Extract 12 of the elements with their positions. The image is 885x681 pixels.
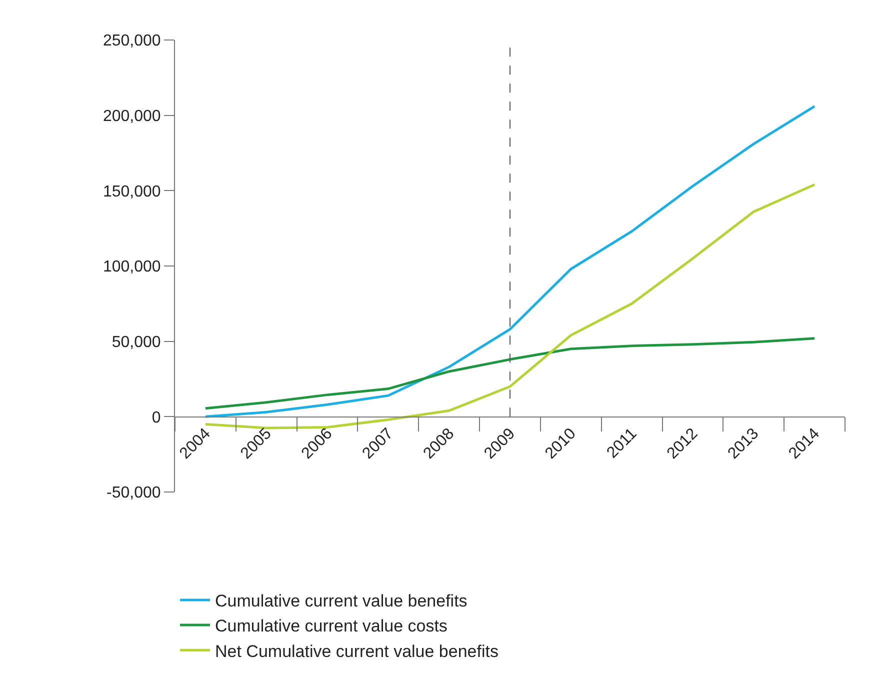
y-tick-label: 0 <box>152 409 161 426</box>
y-tick-label: 200,000 <box>102 108 161 125</box>
line-series <box>204 337 816 410</box>
legend-label: Cumulative current value benefits <box>215 592 468 611</box>
line-series <box>204 105 816 418</box>
y-tick-label: 100,000 <box>102 258 161 276</box>
legend-label: Cumulative current value costs <box>215 616 448 636</box>
y-tick-label: -50,000 <box>106 484 161 502</box>
y-tick-label: 150,000 <box>102 183 161 200</box>
y-tick-label: 50,000 <box>112 334 161 351</box>
y-tick-label: 250,000 <box>102 32 161 50</box>
legend-label: Net Cumulative current value benefits <box>215 642 498 661</box>
